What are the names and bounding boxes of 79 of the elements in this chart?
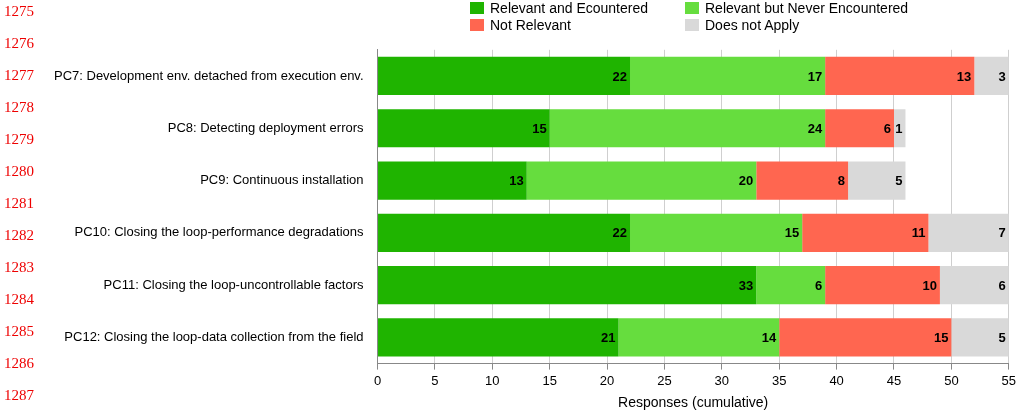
data-label: 22 <box>612 225 628 241</box>
text: 1281 <box>4 195 34 212</box>
x-tick-label: 45 <box>886 372 902 388</box>
x-tick-label: 15 <box>542 372 557 388</box>
x-tick-label: 40 <box>829 372 844 388</box>
data-label: 21 <box>601 330 616 346</box>
data-label: 33 <box>738 277 754 293</box>
data-label: 11 <box>911 225 926 241</box>
data-label: 15 <box>532 120 547 136</box>
y-tick-label: PC7: Development env. detached from execution env. <box>53 67 364 83</box>
legend-label: Relevant and Ecountered <box>490 0 648 16</box>
text: 1275 <box>4 3 34 20</box>
bar <box>630 56 826 96</box>
x-tick-label: 25 <box>657 372 672 388</box>
bar <box>825 109 894 148</box>
data-label: 7 <box>998 225 1006 241</box>
data-label: 15 <box>933 330 949 346</box>
x-tick-label: 10 <box>485 372 500 388</box>
bar <box>549 109 826 148</box>
bar <box>378 213 631 252</box>
text: 1286 <box>4 355 34 372</box>
y-tick-label: PC12: Closing the loop-data collection from the field <box>64 329 364 345</box>
data-label: 6 <box>883 120 891 136</box>
legend-label: Does not Apply <box>705 16 800 33</box>
text: 1279 <box>4 131 34 148</box>
data-label: 14 <box>761 330 777 346</box>
data-label: 6 <box>998 277 1006 293</box>
bar <box>756 266 826 305</box>
bar <box>825 266 940 305</box>
legend-label: Not Relevant <box>490 16 571 33</box>
bar <box>378 56 631 96</box>
x-tick-label: 30 <box>714 372 730 388</box>
y-tick-label: PC8: Detecting deployment errors <box>167 119 365 135</box>
text: 1277 <box>4 67 34 84</box>
y-tick-label: PC9: Continuous installation <box>200 172 364 188</box>
data-label: 5 <box>998 330 1006 346</box>
text: 1283 <box>4 259 34 276</box>
text: 1284 <box>4 291 34 308</box>
data-label: 17 <box>807 68 823 84</box>
bar <box>802 213 929 252</box>
bar <box>630 213 803 252</box>
data-label: 13 <box>509 173 524 189</box>
text: 1287 <box>4 387 34 404</box>
bar <box>825 56 975 96</box>
y-tick-label: PC10: Closing the loop-performance degradations <box>74 224 365 240</box>
data-label: 8 <box>837 173 846 189</box>
bar <box>378 161 527 200</box>
bar <box>756 161 849 200</box>
data-label: 10 <box>922 277 937 293</box>
bar <box>378 318 619 357</box>
data-label: 3 <box>998 68 1006 84</box>
data-label: 5 <box>895 173 903 189</box>
y-tick-label: PC11: Closing the loop-uncontrollable factors <box>103 276 365 292</box>
text: 1280 <box>4 163 34 180</box>
bar <box>526 161 757 200</box>
text: 1276 <box>4 35 34 52</box>
x-tick-label: 50 <box>944 372 959 388</box>
x-tick-label: 5 <box>431 372 439 388</box>
x-tick-label: 0 <box>373 372 382 388</box>
bar <box>378 109 550 148</box>
x-tick-label: 55 <box>1001 372 1016 388</box>
x-axis-title: Responses (cumulative) <box>618 394 769 411</box>
data-label: 1 <box>895 120 903 136</box>
x-tick-label: 35 <box>771 372 787 388</box>
legend-label: Relevant but Never Encountered <box>705 0 909 16</box>
data-label: 24 <box>807 120 823 136</box>
x-tick-label: 20 <box>599 372 615 388</box>
text: 1285 <box>4 323 34 340</box>
data-label: 6 <box>814 277 823 293</box>
data-label: 22 <box>612 68 628 84</box>
bar <box>779 318 952 357</box>
bar <box>618 318 780 357</box>
data-label: 15 <box>784 225 800 241</box>
bar <box>378 266 757 305</box>
data-label: 13 <box>956 68 972 84</box>
text: 1282 <box>4 227 34 244</box>
data-label: 20 <box>738 173 754 189</box>
text: 1278 <box>4 99 34 116</box>
bar <box>974 56 1009 96</box>
